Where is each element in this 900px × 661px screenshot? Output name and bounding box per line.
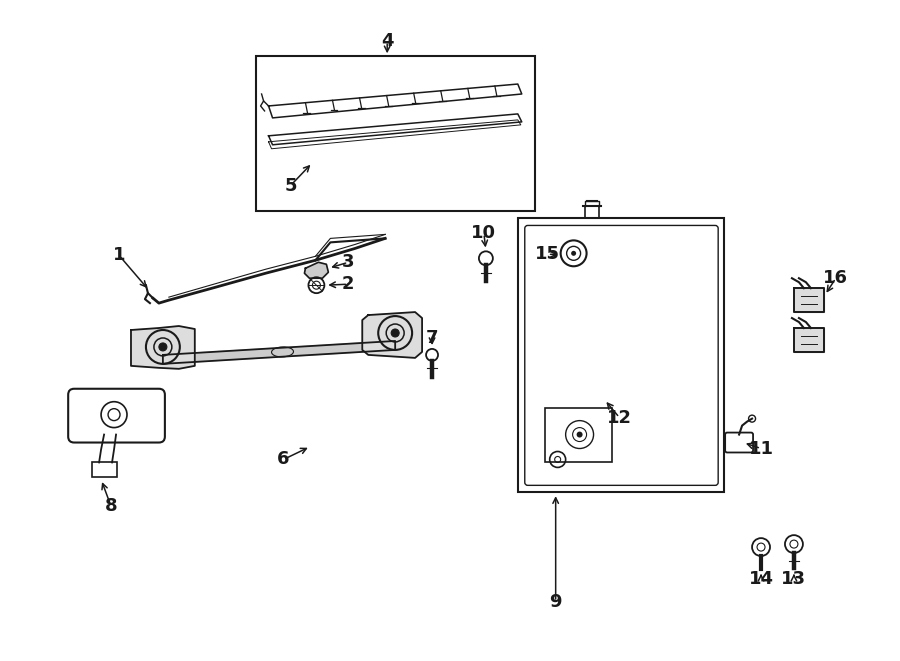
Circle shape (577, 432, 582, 438)
Polygon shape (363, 312, 422, 358)
Text: 2: 2 (342, 275, 355, 293)
Polygon shape (794, 328, 824, 352)
Text: 8: 8 (104, 497, 117, 516)
Polygon shape (131, 326, 194, 369)
Bar (544, 408, 613, 463)
Text: 9: 9 (549, 593, 562, 611)
Text: 1: 1 (112, 247, 125, 264)
Circle shape (159, 343, 166, 351)
Text: 6: 6 (277, 450, 290, 469)
Circle shape (572, 251, 576, 256)
Text: 4: 4 (381, 32, 393, 50)
Polygon shape (163, 341, 395, 364)
Text: 7: 7 (426, 329, 438, 347)
Text: 12: 12 (607, 408, 632, 426)
Text: 16: 16 (824, 269, 849, 288)
Bar (518, 219, 725, 492)
Text: 10: 10 (472, 225, 497, 243)
Text: 14: 14 (749, 570, 773, 588)
Text: 3: 3 (342, 253, 355, 271)
Polygon shape (268, 84, 522, 118)
Circle shape (392, 329, 400, 337)
Text: 13: 13 (781, 570, 806, 588)
Polygon shape (794, 288, 824, 312)
Bar (256, 56, 535, 210)
Polygon shape (268, 114, 522, 145)
Bar (92, 463, 117, 477)
Text: 11: 11 (749, 440, 773, 457)
Text: 15: 15 (536, 245, 560, 263)
Polygon shape (304, 262, 328, 278)
Text: 5: 5 (284, 176, 297, 194)
